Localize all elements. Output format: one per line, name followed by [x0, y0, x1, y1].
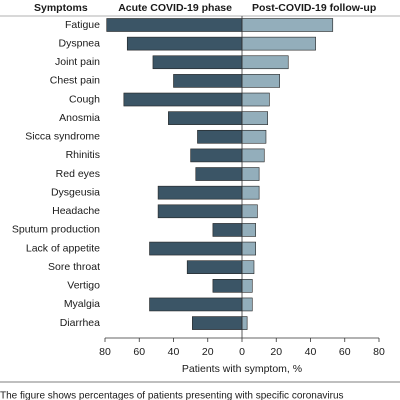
category-label: Sicca syndrome	[25, 131, 100, 143]
bar	[241, 260, 255, 274]
category-label: Diarrhea	[60, 317, 100, 329]
category-label: Joint pain	[55, 56, 100, 68]
bar	[241, 111, 268, 125]
category-label: Sputum production	[12, 224, 100, 236]
bar	[173, 74, 243, 88]
category-label: Dyspnea	[59, 37, 101, 49]
bar	[157, 204, 243, 219]
x-tick-label: 80	[373, 346, 385, 358]
bar	[241, 36, 316, 51]
x-tick-label: 40	[305, 346, 317, 358]
x-tick-label: 60	[133, 346, 145, 358]
bar	[241, 185, 260, 200]
bar	[123, 92, 243, 107]
bar	[106, 18, 243, 32]
bar	[149, 241, 243, 256]
bar	[241, 55, 289, 70]
header-label: Symptoms	[34, 2, 88, 14]
legend-left: Acute COVID-19 phase	[118, 2, 232, 14]
category-label: Myalgia	[64, 298, 100, 310]
bar	[241, 167, 260, 181]
bar	[195, 167, 243, 181]
x-tick-label: 60	[339, 346, 351, 358]
x-tick-label: 40	[168, 346, 180, 358]
bar	[212, 223, 243, 237]
bar	[241, 279, 253, 293]
bar	[241, 223, 256, 237]
category-label: Lack of appetite	[26, 242, 100, 254]
category-label: Dysgeusia	[51, 186, 100, 198]
category-label: Vertigo	[67, 280, 100, 292]
category-label: Chest pain	[50, 75, 100, 87]
bar	[241, 204, 258, 219]
x-tick-label: 20	[270, 346, 282, 358]
bar	[168, 111, 243, 125]
x-tick-label: 0	[239, 346, 245, 358]
bar	[197, 129, 243, 144]
category-label: Red eyes	[56, 168, 100, 180]
x-axis-label: Patients with symptom, %	[182, 363, 302, 375]
legend-right: Post-COVID-19 follow-up	[252, 2, 376, 14]
x-tick-label: 80	[99, 346, 111, 358]
bar	[241, 92, 270, 107]
category-label: Headache	[52, 205, 100, 217]
bar	[126, 36, 243, 51]
bar	[157, 185, 243, 200]
category-label: Sore throat	[48, 261, 100, 273]
bar	[241, 129, 267, 144]
bar	[212, 279, 243, 293]
category-label: Fatigue	[65, 19, 100, 31]
caption: The figure shows percentages of patients…	[0, 391, 344, 400]
category-label: Cough	[69, 93, 100, 105]
bar	[152, 55, 243, 70]
bar	[149, 297, 243, 312]
category-label: Rhinitis	[66, 149, 100, 161]
bar	[241, 316, 248, 330]
bar	[241, 241, 256, 256]
bar	[241, 148, 265, 163]
bar	[190, 148, 243, 163]
x-tick-label: 20	[202, 346, 214, 358]
category-label: Anosmia	[59, 112, 100, 124]
bar	[241, 297, 253, 312]
bar	[241, 74, 280, 88]
bar	[186, 260, 243, 274]
bar	[192, 316, 243, 330]
bar	[241, 18, 334, 32]
